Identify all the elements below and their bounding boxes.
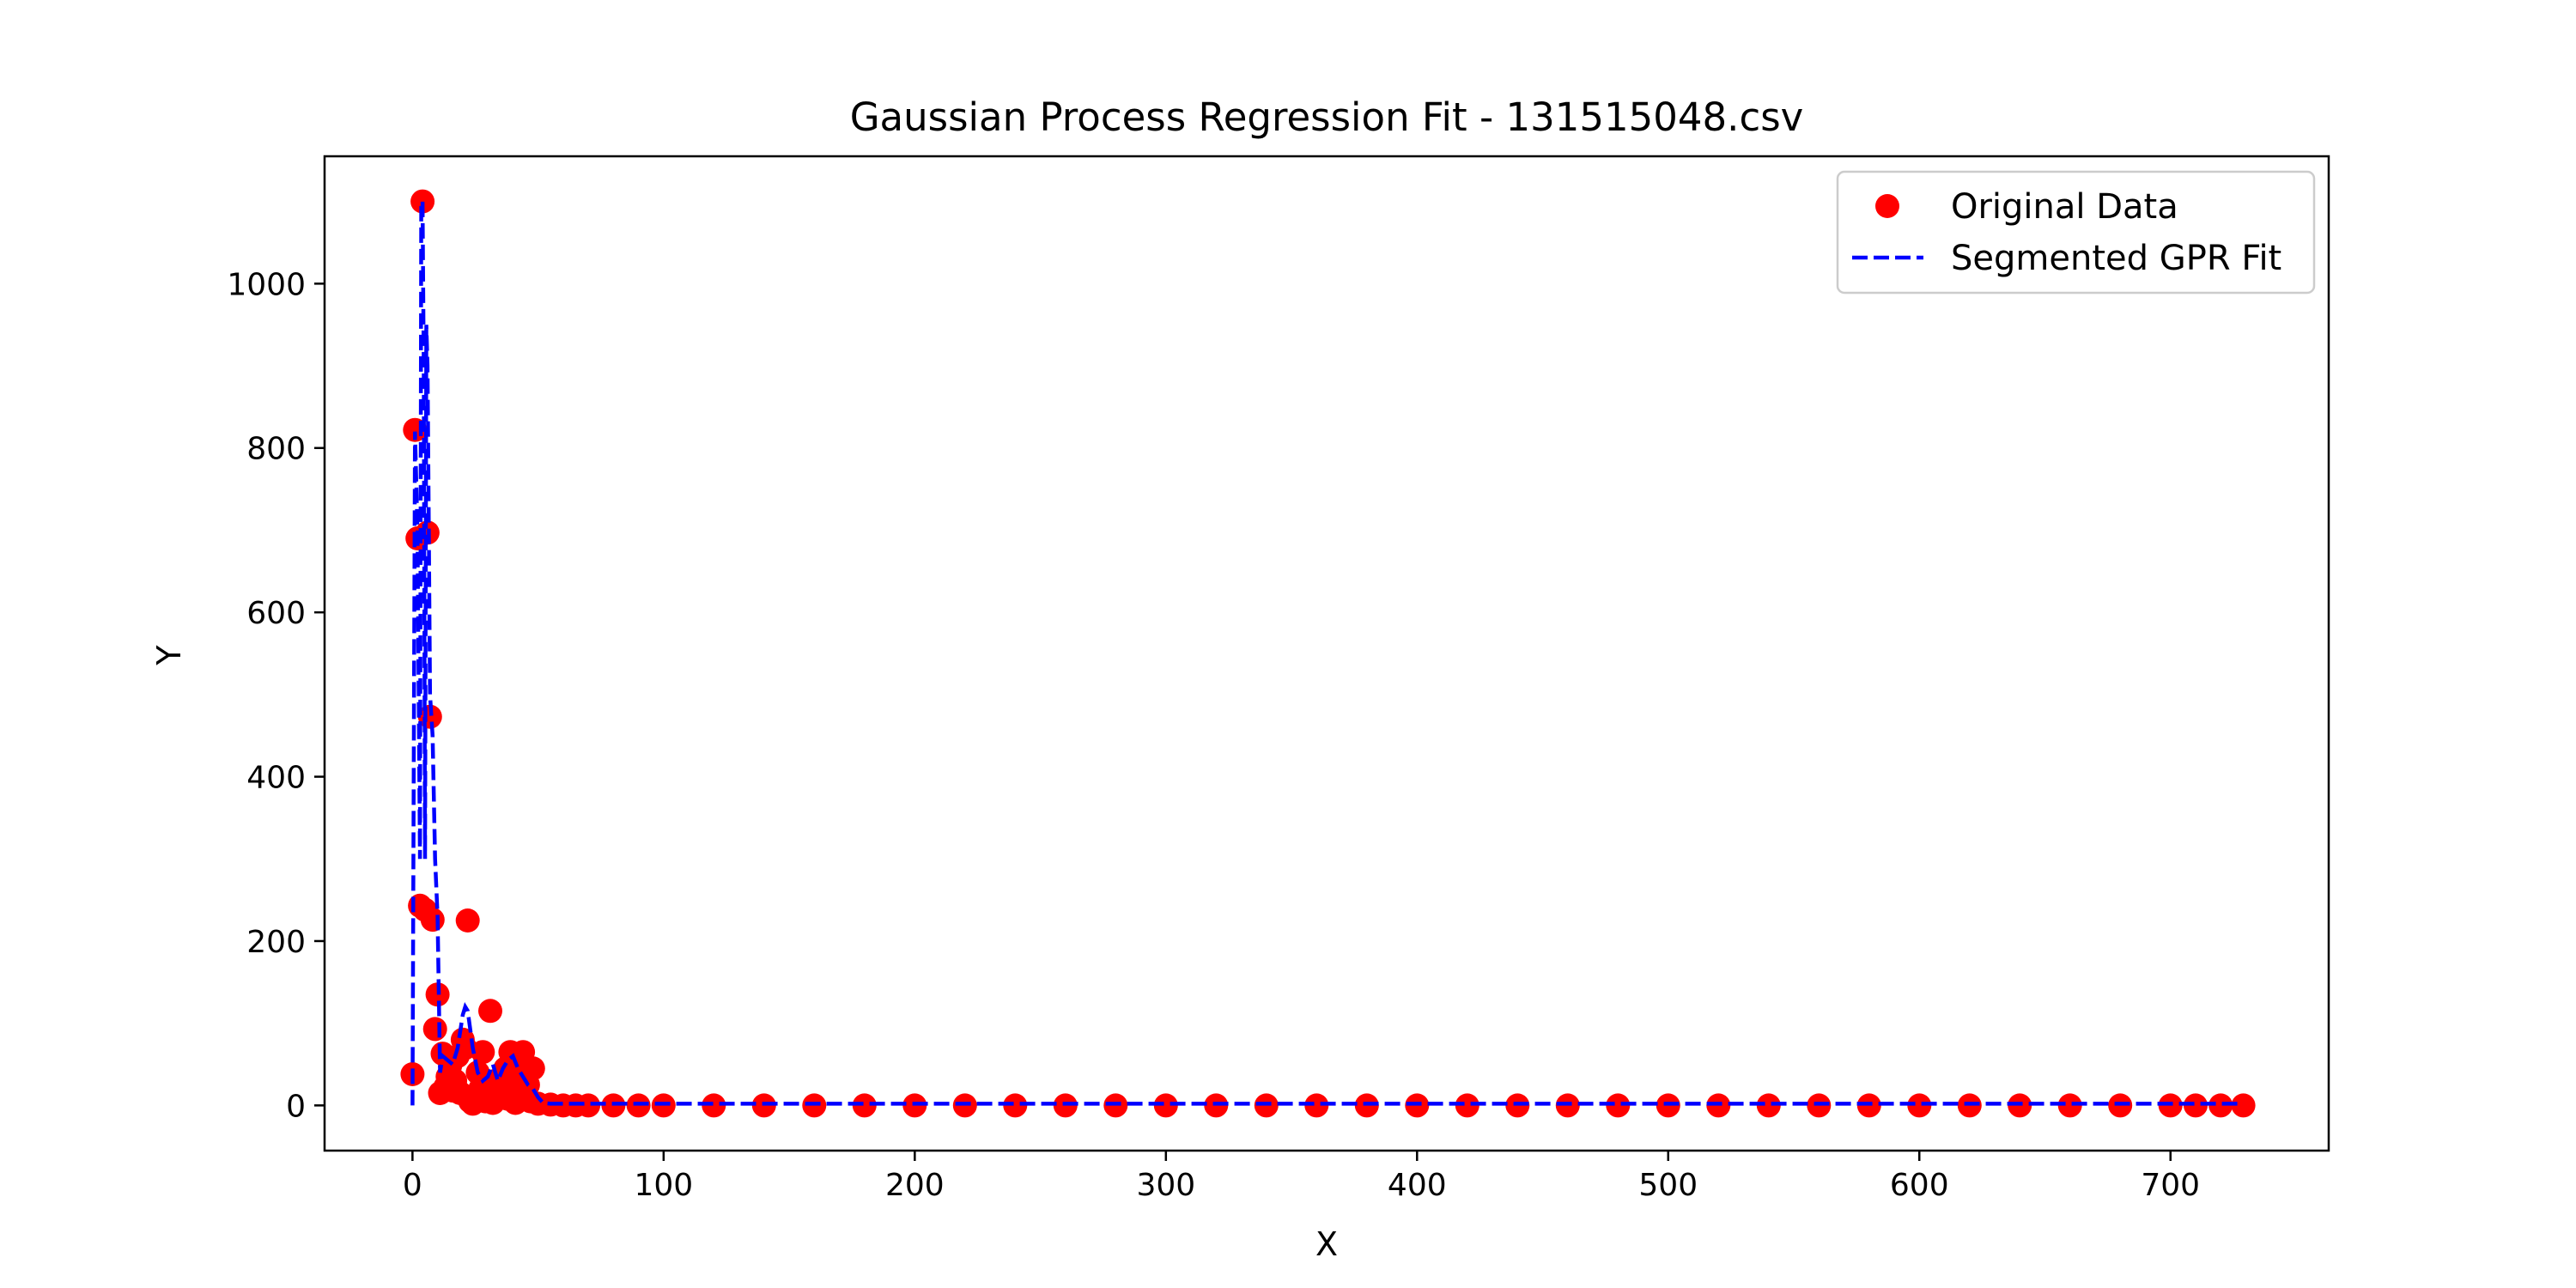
- x-axis: 0 100 200 300 400 500 600 700: [403, 1151, 2200, 1203]
- data-point-75: [1606, 1093, 1631, 1118]
- plot-area: 0 100 200 300 400 500 600 700 0 200 400 600 800 1000: [227, 155, 2330, 1203]
- legend-label-segmented-gpr-fit: Segmented GPR Fit: [1951, 239, 2281, 278]
- x-tick-label-200: 200: [885, 1168, 945, 1203]
- data-point-81: [1907, 1093, 1932, 1118]
- data-point-72: [1455, 1093, 1479, 1118]
- data-point-63: [1003, 1093, 1028, 1118]
- x-tick-label-0: 0: [403, 1168, 422, 1203]
- legend-frame: [1836, 170, 2316, 295]
- y-tick-label-200: 200: [246, 925, 306, 960]
- y-tick-label-0: 0: [286, 1089, 306, 1124]
- data-point-84: [2057, 1093, 2082, 1118]
- line-series-segmented-gpr-fit: [410, 199, 2244, 1106]
- legend-marker-original-data: [1875, 194, 1899, 218]
- y-axis: 0 200 400 600 800 1000: [227, 267, 325, 1124]
- chart-title: Gaussian Process Regression Fit - 131515…: [850, 94, 1804, 140]
- y-axis-label: Y: [150, 645, 188, 666]
- y-tick-label-400: 400: [246, 761, 306, 796]
- legend-label-original-data: Original Data: [1951, 187, 2178, 227]
- x-tick-label-700: 700: [2141, 1168, 2200, 1203]
- y-tick-label-800: 800: [246, 432, 306, 467]
- data-point-60: [852, 1093, 877, 1118]
- data-point-78: [1756, 1093, 1781, 1118]
- data-point-8: [420, 908, 445, 933]
- data-point-9: [422, 1017, 447, 1042]
- x-tick-label-500: 500: [1638, 1168, 1698, 1203]
- y-tick-label-600: 600: [246, 596, 306, 631]
- data-point-28: [471, 1040, 495, 1065]
- x-tick-label-100: 100: [634, 1168, 693, 1203]
- data-point-88: [2208, 1093, 2233, 1118]
- x-tick-label-400: 400: [1388, 1168, 1447, 1203]
- data-point-22: [455, 908, 480, 933]
- data-point-48: [520, 1056, 545, 1081]
- axes-frame: [323, 155, 2330, 1152]
- legend: Original Data Segmented GPR Fit: [1836, 170, 2316, 295]
- data-point-4: [410, 189, 435, 214]
- y-tick-label-1000: 1000: [227, 267, 306, 302]
- data-point-53: [576, 1093, 601, 1118]
- scatter-series-original-data: [400, 189, 2256, 1118]
- x-axis-label: X: [1315, 1225, 1338, 1263]
- data-point-66: [1153, 1093, 1178, 1118]
- data-point-31: [478, 999, 502, 1024]
- data-point-69: [1304, 1093, 1329, 1118]
- x-tick-label-600: 600: [1890, 1168, 1949, 1203]
- data-point-57: [702, 1093, 726, 1118]
- x-tick-label-300: 300: [1136, 1168, 1195, 1203]
- data-point-87: [2184, 1093, 2208, 1118]
